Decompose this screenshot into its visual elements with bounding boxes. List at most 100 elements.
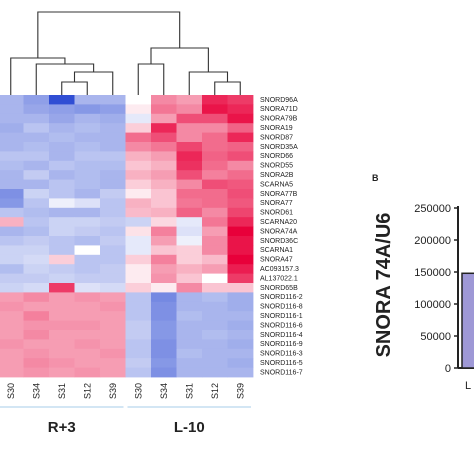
heatmap-cell bbox=[0, 264, 24, 274]
heatmap-cell bbox=[49, 170, 75, 180]
heatmap-cell bbox=[227, 367, 254, 378]
heatmap-cell bbox=[227, 236, 254, 246]
heatmap-cell bbox=[74, 245, 101, 256]
heatmap-cell bbox=[23, 245, 50, 256]
dendrogram-branch bbox=[214, 81, 241, 95]
heatmap-cell bbox=[227, 273, 254, 284]
heatmap-cell bbox=[151, 170, 177, 180]
heatmap-cell bbox=[100, 160, 126, 171]
heatmap-cell bbox=[202, 217, 228, 227]
row-label: SNORD87 bbox=[260, 134, 293, 141]
heatmap-cell bbox=[202, 151, 228, 162]
heatmap-cell bbox=[151, 151, 177, 162]
heatmap-cell bbox=[0, 132, 24, 143]
row-label: SNORD116-5 bbox=[260, 360, 303, 367]
heatmap-cell bbox=[74, 198, 101, 209]
heatmap-cell bbox=[125, 170, 152, 180]
heatmap-cell bbox=[202, 142, 228, 152]
heatmap-cell bbox=[125, 330, 152, 340]
heatmap-cell bbox=[100, 123, 126, 133]
heatmap-cell bbox=[202, 254, 228, 265]
heatmap-cell bbox=[151, 189, 177, 199]
heatmap-cell bbox=[49, 217, 75, 227]
heatmap-cell bbox=[23, 283, 50, 293]
dendrogram-branch bbox=[35, 63, 95, 95]
heatmap-cell bbox=[125, 320, 152, 331]
heatmap-cell bbox=[227, 160, 254, 171]
heatmap-cell bbox=[49, 207, 75, 218]
heatmap-cell bbox=[227, 283, 254, 293]
heatmap-cell bbox=[202, 311, 228, 321]
row-label: SNORA71D bbox=[260, 106, 298, 113]
x-tick-label: L bbox=[465, 380, 471, 392]
row-label: SCARNA20 bbox=[260, 219, 297, 226]
bar-panel: B SNORA 74A/U6 0 50000 100000 150000 200000 2… bbox=[372, 173, 474, 392]
heatmap-cell bbox=[23, 123, 50, 133]
heatmap-cell bbox=[100, 189, 126, 199]
heatmap-cell bbox=[100, 95, 126, 105]
heatmap-cell bbox=[0, 179, 24, 190]
heatmap-cell bbox=[227, 358, 254, 368]
heatmap-cell bbox=[151, 132, 177, 143]
group-label: R+3 bbox=[48, 419, 76, 436]
heatmap-cell bbox=[49, 236, 75, 246]
row-label: SNORD35A bbox=[260, 144, 298, 151]
heatmap-cell bbox=[151, 113, 177, 124]
heatmap-cell bbox=[74, 358, 101, 368]
heatmap-cell bbox=[23, 236, 50, 246]
heatmap-cell bbox=[100, 348, 126, 359]
column-label: S12 bbox=[82, 383, 92, 399]
heatmap-cell bbox=[227, 264, 254, 274]
heatmap-cell bbox=[202, 301, 228, 312]
heatmap-cell bbox=[23, 273, 50, 284]
heatmap-cell bbox=[227, 254, 254, 265]
heatmap-cell bbox=[125, 236, 152, 246]
heatmap-cell bbox=[100, 254, 126, 265]
heatmap-cell bbox=[151, 283, 177, 293]
panel-label: B bbox=[372, 173, 379, 183]
heatmap-cell bbox=[202, 189, 228, 199]
heatmap-cell bbox=[0, 301, 24, 312]
heatmap-cells bbox=[0, 95, 254, 378]
heatmap-cell bbox=[100, 179, 126, 190]
y-tick-label: 150000 bbox=[414, 267, 451, 279]
heatmap-cell bbox=[49, 264, 75, 274]
heatmap-cell bbox=[23, 330, 50, 340]
heatmap-cell bbox=[100, 292, 126, 303]
heatmap-cell bbox=[23, 95, 50, 105]
heatmap-cell bbox=[176, 95, 203, 105]
y-tick-label: 200000 bbox=[414, 235, 451, 247]
row-label: AL137022.1 bbox=[260, 275, 298, 282]
dendrogram-branch bbox=[150, 47, 209, 72]
heatmap-cell bbox=[49, 226, 75, 237]
heatmap-cell bbox=[100, 283, 126, 293]
heatmap-cell bbox=[125, 226, 152, 237]
heatmap-cell bbox=[176, 339, 203, 350]
heatmap-cell bbox=[176, 330, 203, 340]
heatmap-cell bbox=[0, 104, 24, 115]
heatmap-cell bbox=[151, 226, 177, 237]
heatmap-cell bbox=[0, 254, 24, 265]
heatmap-cell bbox=[227, 104, 254, 115]
heatmap-cell bbox=[125, 358, 152, 368]
heatmap-cell bbox=[74, 273, 101, 284]
heatmap-cell bbox=[23, 348, 50, 359]
row-label: SNORD96A bbox=[260, 97, 298, 104]
heatmap-cell bbox=[151, 245, 177, 256]
row-label: SNORD36C bbox=[260, 238, 298, 245]
heatmap-cell bbox=[49, 123, 75, 133]
heatmap-cell bbox=[202, 348, 228, 359]
heatmap-cell bbox=[176, 367, 203, 378]
row-label: SNORA77 bbox=[260, 200, 293, 207]
heatmap-cell bbox=[74, 226, 101, 237]
heatmap-cell bbox=[49, 292, 75, 303]
heatmap-cell bbox=[100, 311, 126, 321]
heatmap-cell bbox=[74, 320, 101, 331]
heatmap-cell bbox=[227, 132, 254, 143]
heatmap-cell bbox=[0, 236, 24, 246]
heatmap-cell bbox=[227, 226, 254, 237]
row-label: SNORD116-4 bbox=[260, 332, 303, 339]
heatmap-cell bbox=[176, 236, 203, 246]
heatmap-cell bbox=[176, 320, 203, 331]
heatmap-cell bbox=[151, 142, 177, 152]
